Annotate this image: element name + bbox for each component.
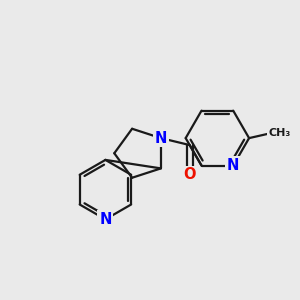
Text: CH₃: CH₃ — [269, 128, 291, 138]
Text: O: O — [183, 167, 196, 182]
Text: N: N — [99, 212, 112, 227]
Text: N: N — [227, 158, 239, 173]
Text: N: N — [155, 130, 167, 146]
